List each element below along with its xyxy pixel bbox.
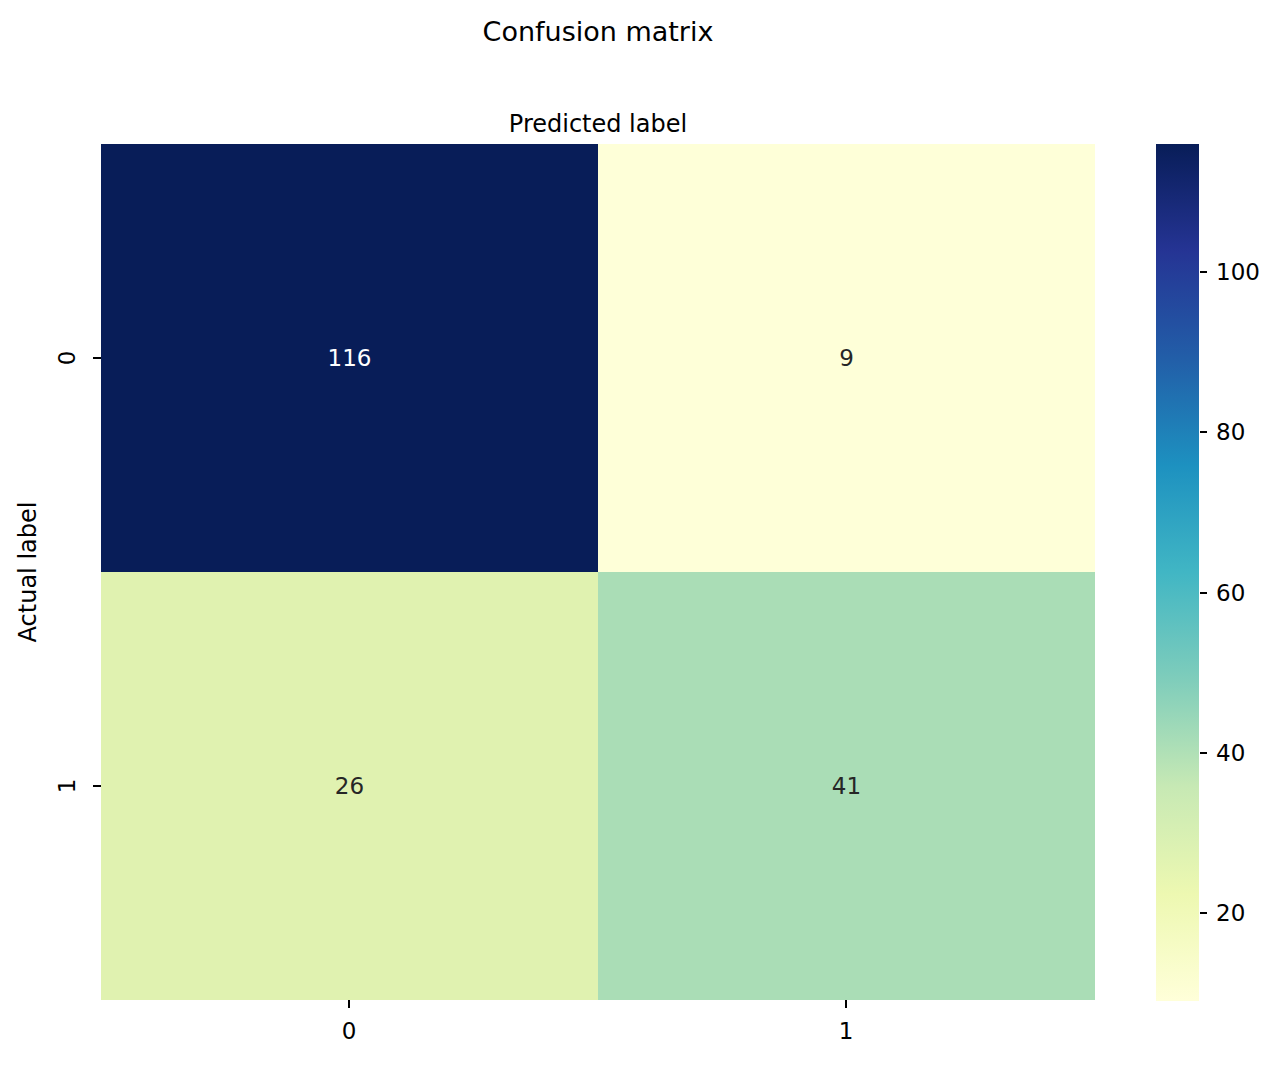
figure-title: Confusion matrix [101,16,1095,47]
colorbar-tick-mark-20 [1200,912,1207,914]
colorbar-tick-mark-60 [1200,592,1207,594]
colorbar-tick-mark-40 [1200,752,1207,754]
y-tick-mark-row0 [93,357,101,359]
colorbar-tick-label-60: 60 [1216,580,1245,606]
heatmap-cell-actual1-pred0: 26 [101,572,598,1000]
y-tick-mark-row1 [93,785,101,787]
colorbar-tick-mark-100 [1200,271,1207,273]
x-tick-label-col0: 0 [342,1018,357,1044]
x-axis-title: Predicted label [101,110,1095,138]
x-tick-mark-col1 [845,1000,847,1008]
y-tick-label-row1: 1 [54,779,80,794]
colorbar-tick-mark-80 [1200,431,1207,433]
heatmap-cell-actual0-pred1: 9 [598,144,1095,572]
x-tick-label-col1: 1 [839,1018,854,1044]
confusion-matrix-figure: Confusion matrix Predicted label Actual … [0,0,1287,1066]
x-tick-mark-col0 [348,1000,350,1008]
colorbar [1156,144,1199,1001]
heatmap-cell-actual1-pred1: 41 [598,572,1095,1000]
y-tick-label-row0: 0 [54,351,80,366]
colorbar-tick-label-40: 40 [1216,740,1245,766]
colorbar-tick-label-80: 80 [1216,419,1245,445]
heatmap-cell-actual0-pred0: 116 [101,144,598,572]
colorbar-tick-label-20: 20 [1216,900,1245,926]
colorbar-tick-label-100: 100 [1216,259,1260,285]
heatmap-grid: 116 9 26 41 [101,144,1095,1000]
